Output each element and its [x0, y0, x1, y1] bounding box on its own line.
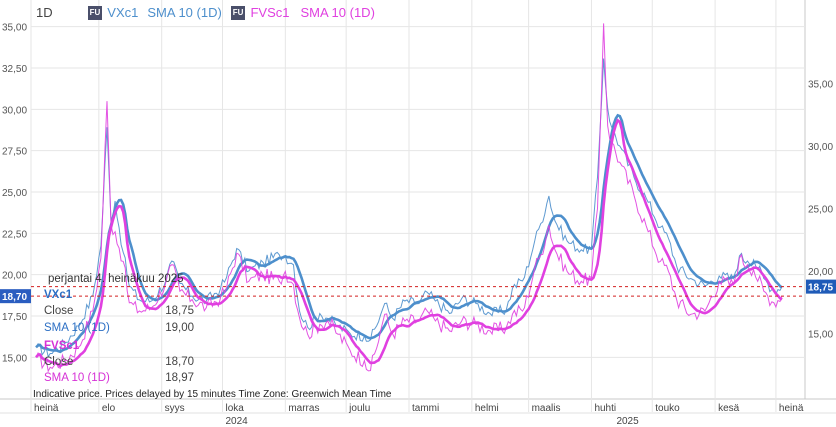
x-tick-label: marras [288, 403, 319, 414]
series-line-vxc1 [35, 58, 783, 359]
panel-vx-sma-row: SMA 10 (1D) 19,00 [44, 320, 194, 336]
right-tick-label: 15,00 [808, 330, 833, 341]
last-value-markers: 18,70 18,75 [0, 279, 836, 304]
right-tick-label: 25,00 [808, 205, 833, 216]
chart-grid [0, 0, 836, 414]
last-value-badge-vx [806, 279, 836, 294]
panel-fvs-sma: 18,97 [165, 372, 194, 385]
left-tick-label: 30,00 [2, 105, 27, 116]
futures-badge: FU [230, 5, 246, 20]
sma-line-fvsc1 [35, 118, 783, 368]
x-tick-label: touko [655, 403, 680, 414]
x-tick-label: joulu [348, 403, 370, 414]
x-tick-label: maalis [532, 403, 561, 414]
legend-series-fvs[interactable]: FVSc1 [250, 5, 290, 20]
x-tick-label: elo [102, 403, 116, 414]
panel-sma-label: SMA 10 (1D) [44, 321, 110, 334]
sma-line-vxc1 [35, 113, 783, 354]
x-tick-label: syys [165, 403, 185, 414]
delay-note: Indicative price. Prices delayed by 15 m… [33, 389, 392, 400]
left-tick-label: 35,00 [2, 23, 27, 34]
right-axis: 35,00 30,00 25,00 20,00 15,00 [808, 80, 833, 341]
series-lines [35, 23, 783, 373]
x-tick-label: heinä [779, 403, 804, 414]
legend-sma-vx[interactable]: SMA 10 (1D) [147, 5, 222, 20]
left-tick-label: 32,50 [2, 64, 27, 75]
left-tick-label: 22,50 [2, 229, 27, 240]
series-line-fvsc1 [35, 23, 783, 373]
panel-vx-close-row: Close 18,75 [44, 303, 194, 319]
interval-label[interactable]: 1D [36, 5, 53, 20]
crosshair-data-panel: perjantai 4. heinäkuu 2025 VXc1 Close 18… [44, 271, 194, 386]
last-value-label-fvs: 18,70 [2, 292, 27, 303]
left-tick-label: 25,00 [2, 188, 27, 199]
panel-vx-title: VXc1 [44, 289, 73, 302]
legend-sma-fvs[interactable]: SMA 10 (1D) [300, 5, 375, 20]
x-tick-label: kesä [718, 403, 740, 414]
left-tick-label: 27,50 [2, 147, 27, 158]
panel-date: perjantai 4. heinäkuu 2025 [48, 273, 184, 285]
right-tick-label: 20,00 [808, 267, 833, 278]
futures-badge: FU [87, 5, 103, 20]
right-tick-label: 35,00 [808, 80, 833, 91]
x-tick-label: loka [226, 403, 245, 414]
x-tick-label: heinä [34, 403, 59, 414]
year-label: 2024 [226, 416, 249, 427]
panel-fvs-close: 18,70 [165, 356, 194, 369]
panel-fvs-title: FVSc1 [44, 339, 80, 352]
right-tick-label: 30,00 [808, 142, 833, 153]
panel-vx-sma: 19,00 [165, 321, 194, 334]
last-value-label-vx: 18,75 [808, 283, 833, 294]
left-tick-label: 15,00 [2, 353, 27, 364]
x-tick-label: helmi [475, 403, 499, 414]
panel-vx-close: 18,75 [165, 305, 194, 318]
chart-legend: 1D FU VXc1 SMA 10 (1D) FU FVSc1 SMA 10 (… [36, 5, 375, 20]
legend-series-vx[interactable]: VXc1 [107, 5, 139, 20]
panel-sma-label: SMA 10 (1D) [44, 372, 110, 385]
x-tick-label: huhti [594, 403, 616, 414]
panel-close-label: Close [44, 356, 74, 369]
x-tick-label: tammi [412, 403, 439, 414]
panel-fvs-sma-row: SMA 10 (1D) 18,97 [44, 370, 194, 386]
left-tick-label: 20,00 [2, 271, 27, 282]
last-value-badge-fvs [0, 289, 31, 304]
left-axis: 35,00 32,50 30,00 27,50 25,00 22,50 20,00 17,50… [2, 23, 27, 365]
left-tick-label: 17,50 [2, 312, 27, 323]
panel-close-label: Close [44, 305, 74, 318]
time-axis: heinä elo syys loka marras joulu tammi helmi maa… [34, 403, 804, 427]
panel-fvs-close-row: Close 18,70 [44, 354, 194, 370]
year-label: 2025 [616, 416, 639, 427]
